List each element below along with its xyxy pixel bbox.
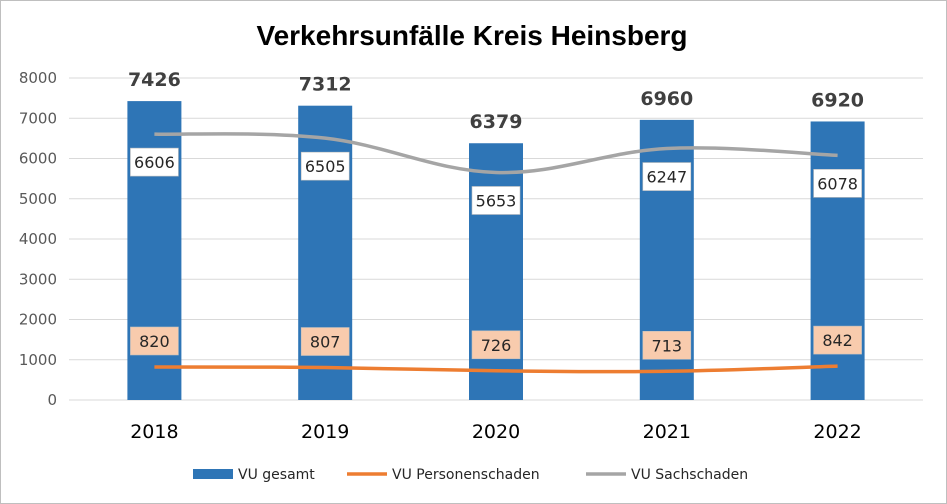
line-value-label: 6078: [817, 174, 858, 193]
bar: [469, 143, 523, 401]
line-value-label-box: [813, 325, 862, 355]
x-axis: 2018 2019 2020 2021 2022: [130, 421, 862, 443]
x-tick-label: 2020: [472, 421, 520, 443]
line-value-label-box: [471, 186, 521, 215]
x-tick-label: 2019: [301, 421, 349, 443]
line-value-label: 5653: [476, 191, 517, 210]
line-value-label: 6505: [305, 157, 346, 176]
bar-value-label: 7312: [299, 74, 352, 96]
data-labels: 7426 7312 6379 6960 6920 820 807 726 713 842 6606 6…: [128, 69, 864, 360]
legend-label: VU gesamt: [238, 467, 315, 483]
line-value-label-box: [130, 326, 179, 356]
bar-value-label: 7426: [128, 69, 181, 91]
y-tick-label: 7000: [19, 109, 57, 127]
line-value-label-box: [471, 330, 521, 360]
legend-label: VU Sachschaden: [631, 467, 748, 483]
x-tick-label: 2021: [643, 421, 691, 443]
line-value-label: 6247: [646, 168, 687, 187]
line-series: [154, 132, 838, 374]
bar-value-label: 6379: [470, 111, 523, 133]
series-line: [154, 364, 838, 374]
line-value-label-box: [130, 147, 179, 177]
y-tick-label: 2000: [19, 311, 57, 329]
y-tick-label: 1000: [19, 351, 57, 369]
y-tick-label: 5000: [19, 190, 57, 208]
bar-value-label: 6920: [811, 89, 864, 111]
line-value-label-box: [642, 331, 692, 360]
line-value-label: 713: [652, 336, 683, 355]
bar-value-label: 6960: [640, 88, 693, 110]
series-line: [154, 132, 838, 175]
line-value-label: 807: [310, 333, 341, 352]
y-axis: 0 1000 2000 3000 4000 5000 6000 7000 8000: [19, 69, 57, 409]
y-tick-label: 3000: [19, 270, 57, 288]
line-value-label-box: [642, 162, 692, 191]
y-tick-label: 6000: [19, 150, 57, 168]
legend-swatch: [193, 469, 233, 479]
bar: [298, 105, 353, 400]
y-tick-label: 4000: [19, 230, 57, 248]
legend-label: VU Personenschaden: [392, 467, 540, 483]
y-tick-label: 0: [47, 391, 57, 409]
line-value-label-box: [300, 327, 350, 356]
y-tick-label: 8000: [19, 69, 57, 87]
chart-title: Verkehrsunfälle Kreis Heinsberg: [256, 20, 687, 51]
line-value-label: 820: [139, 332, 170, 351]
legend: VU gesamt VU Personenschaden VU Sachschade…: [193, 467, 748, 483]
line-value-label-box: [813, 169, 862, 198]
line-value-label-box: [300, 151, 350, 181]
line-value-label: 6606: [134, 153, 175, 172]
bar: [810, 121, 865, 400]
x-tick-label: 2018: [130, 421, 178, 443]
line-value-label: 726: [481, 336, 512, 355]
line-value-label: 842: [822, 331, 853, 350]
x-tick-label: 2022: [813, 421, 861, 443]
